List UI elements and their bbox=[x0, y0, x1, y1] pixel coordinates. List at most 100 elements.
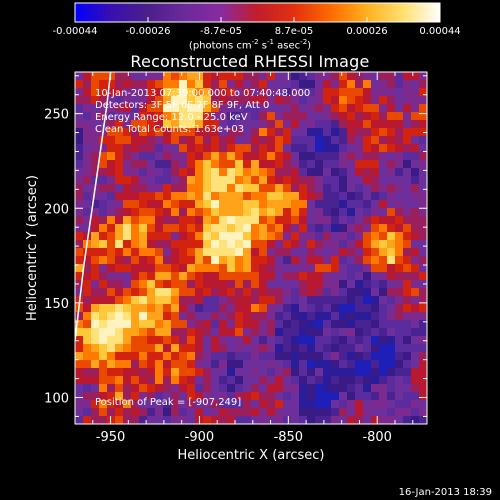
heatmap-cell bbox=[155, 400, 164, 409]
heatmap-cell bbox=[355, 104, 364, 113]
heatmap-cell bbox=[107, 392, 116, 401]
heatmap-cell bbox=[179, 192, 188, 201]
heatmap-cell bbox=[299, 96, 308, 105]
heatmap-cell bbox=[307, 288, 316, 297]
heatmap-cell bbox=[387, 192, 396, 201]
heatmap-cell bbox=[387, 360, 396, 369]
heatmap-cell bbox=[315, 192, 324, 201]
heatmap-cell bbox=[387, 240, 396, 249]
heatmap-cell bbox=[315, 176, 324, 185]
heatmap-cell bbox=[91, 376, 100, 385]
heatmap-cell bbox=[155, 104, 164, 113]
heatmap-cell bbox=[291, 400, 300, 409]
heatmap-cell bbox=[115, 88, 124, 97]
heatmap-cell bbox=[195, 112, 204, 121]
heatmap-cell bbox=[275, 288, 284, 297]
heatmap-cell bbox=[139, 200, 148, 209]
heatmap-cell bbox=[115, 328, 124, 337]
heatmap-cell bbox=[219, 304, 228, 313]
heatmap-cell bbox=[251, 216, 260, 225]
heatmap-cell bbox=[99, 328, 108, 337]
heatmap-cell bbox=[227, 144, 236, 153]
heatmap-cell bbox=[131, 80, 140, 89]
heatmap-cell bbox=[195, 352, 204, 361]
heatmap-cell bbox=[251, 136, 260, 145]
heatmap-cell bbox=[323, 352, 332, 361]
heatmap-cell bbox=[219, 160, 228, 169]
heatmap-cell bbox=[347, 320, 356, 329]
heatmap-cell bbox=[147, 416, 156, 424]
heatmap-cell bbox=[299, 288, 308, 297]
heatmap-cell bbox=[131, 136, 140, 145]
heatmap-cell bbox=[107, 360, 116, 369]
heatmap-cell bbox=[203, 328, 212, 337]
heatmap-cell bbox=[275, 224, 284, 233]
heatmap-cell bbox=[139, 368, 148, 377]
heatmap-cell bbox=[235, 152, 244, 161]
heatmap-cell bbox=[123, 344, 132, 353]
heatmap-cell bbox=[315, 168, 324, 177]
heatmap-cell bbox=[115, 344, 124, 353]
heatmap-cell bbox=[291, 320, 300, 329]
heatmap-cell bbox=[99, 384, 108, 393]
detectors-annotation: Detectors: 3F 5F 6F 7F 8F 9F, Att 0 bbox=[95, 100, 270, 111]
heatmap-cell bbox=[339, 72, 348, 81]
heatmap-cell bbox=[411, 272, 420, 281]
heatmap-cell bbox=[155, 224, 164, 233]
heatmap-cell bbox=[115, 96, 124, 105]
heatmap-cell bbox=[251, 408, 260, 417]
heatmap-cell bbox=[179, 288, 188, 297]
heatmap-cell bbox=[131, 216, 140, 225]
heatmap-cell bbox=[315, 112, 324, 121]
heatmap-cell bbox=[75, 384, 84, 393]
heatmap-cell bbox=[163, 136, 172, 145]
heatmap-cell bbox=[179, 296, 188, 305]
heatmap-cell bbox=[275, 160, 284, 169]
heatmap-cell bbox=[187, 328, 196, 337]
heatmap-cell bbox=[347, 184, 356, 193]
heatmap-cell bbox=[251, 296, 260, 305]
heatmap-cell bbox=[299, 376, 308, 385]
heatmap-cell bbox=[323, 376, 332, 385]
heatmap-cell bbox=[227, 112, 236, 121]
heatmap-cell bbox=[379, 304, 388, 313]
heatmap-cell bbox=[291, 416, 300, 424]
heatmap-cell bbox=[387, 88, 396, 97]
heatmap-cell bbox=[123, 208, 132, 217]
heatmap-cell bbox=[251, 80, 260, 89]
heatmap-cell bbox=[411, 416, 420, 424]
heatmap-cell bbox=[355, 256, 364, 265]
colorbar-tick-label: 0.00026 bbox=[346, 26, 387, 37]
heatmap-cell bbox=[355, 336, 364, 345]
heatmap-cell bbox=[355, 248, 364, 257]
heatmap-cell bbox=[195, 384, 204, 393]
heatmap-cell bbox=[339, 120, 348, 129]
heatmap-cell bbox=[75, 272, 84, 281]
heatmap-cell bbox=[155, 80, 164, 89]
heatmap-cell bbox=[195, 344, 204, 353]
heatmap-cell bbox=[227, 344, 236, 353]
heatmap-cell bbox=[163, 112, 172, 121]
heatmap-cell bbox=[195, 152, 204, 161]
heatmap-cell bbox=[203, 304, 212, 313]
heatmap-cell bbox=[323, 80, 332, 89]
heatmap-cell bbox=[155, 392, 164, 401]
heatmap-cell bbox=[403, 304, 412, 313]
heatmap-cell bbox=[371, 104, 380, 113]
heatmap-cell bbox=[83, 168, 92, 177]
heatmap-cell bbox=[323, 368, 332, 377]
heatmap-cell bbox=[379, 112, 388, 121]
heatmap-cell bbox=[155, 408, 164, 417]
heatmap-cell bbox=[363, 288, 372, 297]
heatmap-cell bbox=[419, 200, 427, 209]
heatmap-cell bbox=[371, 344, 380, 353]
heatmap-cell bbox=[147, 152, 156, 161]
heatmap-cell bbox=[131, 344, 140, 353]
heatmap-cell bbox=[379, 232, 388, 241]
heatmap-cell bbox=[195, 368, 204, 377]
heatmap-cell bbox=[331, 296, 340, 305]
heatmap-cell bbox=[363, 328, 372, 337]
heatmap-cell bbox=[315, 232, 324, 241]
heatmap-cell bbox=[131, 336, 140, 345]
heatmap-cell bbox=[291, 368, 300, 377]
